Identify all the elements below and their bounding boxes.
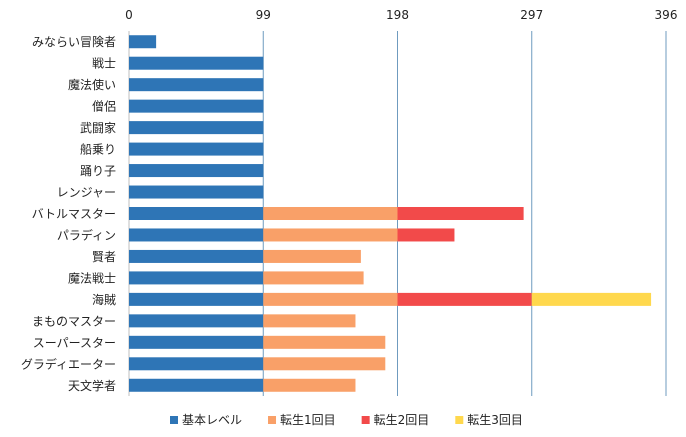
x-tick-label: 0 [125, 8, 133, 22]
x-tick-label: 297 [520, 8, 543, 22]
bar-segment [129, 378, 264, 392]
bar-segment [263, 378, 356, 392]
category-label: グラディエーター [21, 356, 116, 371]
bar-segment [129, 164, 264, 178]
legend: 基本レベル 転生1回目 転生2回目 転生3回目 [170, 413, 523, 427]
bar-segment [531, 292, 652, 306]
x-tick-label: 198 [386, 8, 409, 22]
legend-label: 転生2回目 [374, 413, 430, 427]
category-label: レンジャー [57, 186, 116, 200]
bar-segment [263, 207, 398, 220]
legend-label: 転生3回目 [467, 413, 523, 427]
bar-segment [129, 314, 264, 328]
category-label: 魔法戦士 [68, 270, 116, 285]
category-label: 踊り子 [80, 164, 116, 178]
category-label: みならい冒険者 [32, 35, 116, 49]
category-label: 僧侶 [92, 100, 116, 114]
bar-segment [129, 335, 264, 349]
bar-segment [397, 207, 524, 220]
legend-label: 転生1回目 [280, 413, 336, 427]
category-label: 海賊 [92, 292, 116, 307]
legend-label: 基本レベル [182, 413, 242, 427]
category-label: パラディン [57, 227, 116, 242]
bar-segment [263, 249, 361, 263]
bar-segment [129, 185, 264, 199]
bar-segment [129, 56, 264, 70]
legend-swatch [455, 416, 464, 424]
bar-segment [129, 78, 264, 92]
category-label: 武闘家 [80, 120, 116, 135]
bar-segment [129, 357, 264, 371]
category-label: 賢者 [92, 250, 116, 264]
bar-segment [129, 142, 264, 156]
bar-segment [129, 207, 264, 220]
category-label: スーパースター [33, 336, 116, 350]
bar-series [129, 35, 652, 392]
category-label: 魔法使い [68, 77, 116, 92]
bar-segment [263, 228, 398, 242]
bar-segment [129, 271, 264, 285]
category-labels: みならい冒険者戦士魔法使い僧侶武闘家船乗り踊り子レンジャーバトルマスターパラディ… [21, 35, 116, 393]
bar-segment [263, 292, 398, 306]
legend-swatch [170, 416, 178, 424]
bar-segment [263, 314, 356, 328]
bar-segment [263, 335, 386, 349]
bar-segment [129, 249, 264, 263]
category-label: 戦士 [92, 57, 116, 71]
bar-segment [129, 99, 264, 113]
category-label: 天文学者 [68, 378, 116, 393]
x-axis-ticks: 0 99 198 297 396 [125, 8, 677, 22]
bar-segment [263, 271, 364, 285]
bar-segment [397, 228, 455, 242]
bar-segment [397, 292, 532, 306]
category-label: バトルマスター [32, 207, 116, 221]
category-label: 船乗り [80, 143, 116, 157]
category-label: まものマスター [32, 314, 116, 328]
bar-segment [263, 357, 386, 371]
legend-swatch [268, 416, 277, 424]
bar-segment [129, 292, 264, 306]
bar-segment [129, 121, 264, 135]
x-tick-label: 396 [655, 8, 678, 22]
bar-segment [129, 228, 264, 242]
x-tick-label: 99 [256, 8, 271, 22]
bar-segment [129, 35, 157, 49]
legend-swatch [361, 416, 370, 424]
